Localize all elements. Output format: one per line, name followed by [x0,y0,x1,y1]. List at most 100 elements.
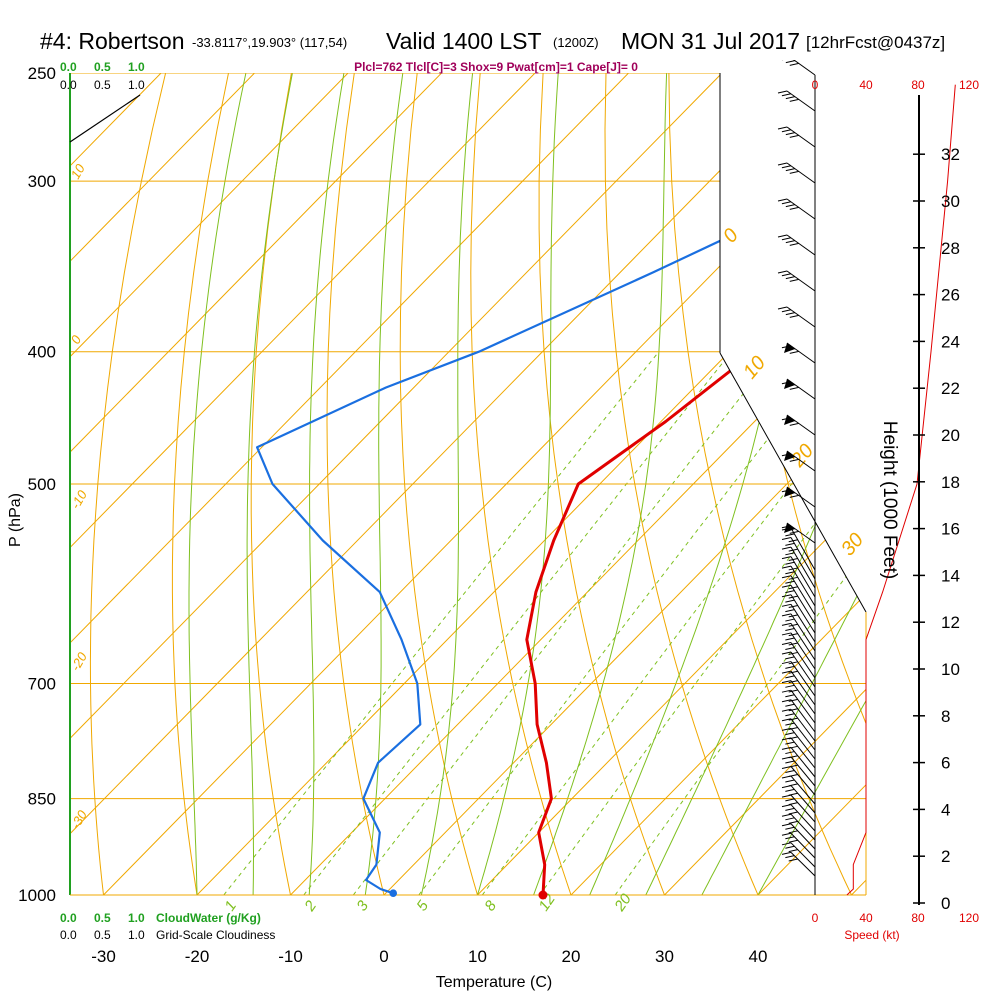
wind-barb-flag [789,98,799,102]
wind-barb-shaft [790,670,816,706]
wind-barb [781,522,816,544]
surface-dewpoint-dot [389,889,398,898]
wind-barb [781,804,816,832]
wind-barb-flag [781,603,792,607]
wind-barb-shaft [790,689,816,724]
wind-barb-flag [785,703,795,707]
temperature-tick-label: 30 [655,947,674,966]
wind-barb-flag [788,670,798,674]
wind-barb-flag [778,55,787,57]
wind-barb-flag [785,276,795,280]
wind-barb-flag [781,273,792,277]
wind-barb-flag [785,132,795,136]
wind-barb [778,55,816,76]
isotherm-line [70,73,385,895]
wind-barb-flag [785,836,795,840]
wind-barb-shaft [786,162,816,184]
wind-barb-flag [781,699,792,703]
surface-temperature-dot [538,890,548,900]
wind-barb [781,661,816,697]
wind-barb-flag [781,737,792,741]
isotherm-line [196,73,866,895]
wind-barb-shaft [790,718,816,751]
pressure-tick-label: 300 [28,172,56,191]
cloudwater-tick: 0.0 [60,911,77,925]
wind-barb-flag [785,384,795,388]
wind-barb [781,851,816,877]
height-tick-label: 6 [941,754,950,773]
height-tick-label: 32 [941,145,960,164]
wind-barb-flag [785,694,795,698]
wind-barb-shaft [790,804,816,832]
wind-barb-flag [785,807,795,811]
height-tick-label: 24 [941,332,960,351]
wind-barb-flag [781,622,792,626]
speed-axis-label: Speed (kt) [844,928,899,942]
wind-barb-flag [785,760,795,764]
pressure-tick-label: 250 [28,64,56,83]
cloudiness-profile [69,94,141,143]
moist-adiabat [308,73,371,895]
mixing-ratio-label: 2 [301,897,321,915]
wind-barb-flag [789,350,799,354]
speed-profile-line [846,84,956,896]
wind-barb [777,162,816,184]
isotherm-line [70,73,572,895]
wind-barb-flag [789,206,799,210]
wind-barb-flag [781,575,792,579]
mixing-ratio-label: 20 [611,890,635,915]
wind-barb-shaft [790,594,816,634]
wind-barb-flag [785,312,795,316]
wind-barb-flag [785,665,795,669]
frame-edge [719,352,867,613]
wind-barb-shaft [790,699,816,733]
wind-barb-flag [785,751,795,755]
wind-barb-flag [788,642,798,646]
wind-barb [781,842,816,868]
height-tick-label: 18 [941,473,960,492]
isotherm-line [70,73,479,895]
wind-barb-flag [788,661,798,665]
wind-barb-shaft [786,486,816,508]
pressure-tick-label: 700 [28,675,56,694]
pressure-tick-label: 400 [28,343,56,362]
wind-barb-flag [781,766,792,769]
wind-barb-flag [781,670,792,674]
wind-barb-flag [785,580,795,584]
speed-profile-panel [814,75,956,896]
wind-barb-shaft [790,842,816,868]
wind-barb-flag [785,552,795,556]
wind-barb-shaft [790,584,816,625]
height-tick-label: 0 [941,894,950,913]
cloudiness-tick: 0.5 [94,928,111,942]
dry-adiabat [604,73,772,895]
wind-barb [781,680,816,715]
wind-barb [781,450,816,472]
wind-barb-flag [788,651,798,655]
wind-barb-shaft [790,623,816,661]
temperature-tick-label: -10 [278,947,303,966]
wind-barb-flag [785,713,795,717]
wind-barb [781,718,816,751]
wind-barb [777,306,816,328]
wind-barb-flag [785,571,795,575]
wind-barb-flag [785,348,795,352]
wind-barb-flag [785,456,795,460]
wind-barb [781,727,816,760]
wind-barb-shaft [790,747,816,778]
dry-adiabat [968,0,1000,924]
wind-barb-flag [785,168,795,172]
wind-barb-flag [785,60,795,64]
wind-barb-flag [788,604,798,608]
wind-barb-flag [788,698,798,702]
moist-adiabat [533,73,675,895]
wind-barb-flag [785,204,795,208]
wind-barb-flag [781,651,792,655]
isotherm-line [664,73,866,895]
height-tick-label: 10 [941,660,960,679]
diagram-grid [70,0,1000,924]
wind-barb-flag [788,830,798,834]
wind-barb-flag [781,689,792,693]
wind-barb [777,198,816,220]
wind-barb-shaft [786,270,816,292]
